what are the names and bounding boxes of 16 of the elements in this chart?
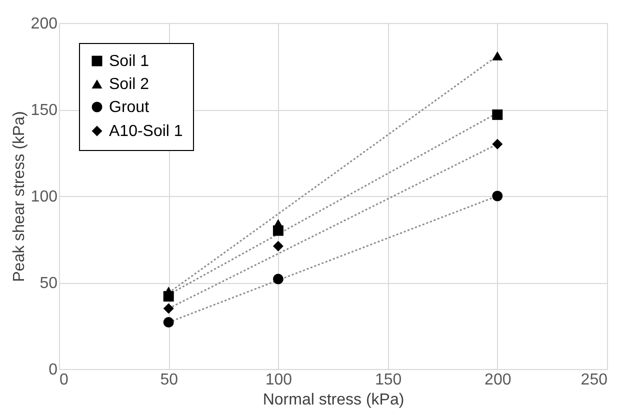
- y-tick-label: 200: [30, 16, 58, 32]
- y-tick-label: 50: [40, 275, 58, 292]
- x-tick-label: 250: [580, 372, 608, 388]
- legend-label: Soil 1: [109, 53, 150, 70]
- y-tick-label: 100: [30, 188, 58, 206]
- y-axis-title: Peak shear stress (kPa): [10, 111, 28, 282]
- x-tick-label: 200: [484, 372, 512, 388]
- x-tick-label: 150: [374, 372, 402, 388]
- legend-label: Soil 2: [109, 76, 150, 93]
- x-tick-label: 100: [265, 372, 292, 388]
- y-tick-label: 150: [30, 102, 58, 119]
- x-tick-label: 0: [60, 372, 68, 388]
- x-tick-label: 50: [160, 372, 178, 388]
- legend-label: A10-Soil 1: [109, 123, 183, 140]
- x-axis-title: Normal stress (kPa): [262, 392, 404, 408]
- legend-label: Grout: [109, 99, 150, 116]
